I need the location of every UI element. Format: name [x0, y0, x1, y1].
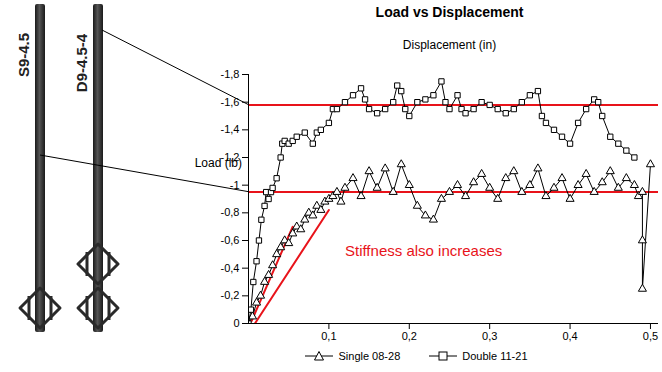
html-text:Single 08-28: Single 08-28: [338, 350, 401, 362]
svg-text:-0,6: -0,6: [221, 234, 240, 246]
svg-text:Stiffness also increases: Stiffness also increases: [345, 242, 502, 259]
svg-text:-1,6: -1,6: [221, 96, 240, 108]
svg-text:-1,4: -1,4: [221, 123, 240, 135]
svg-text:S9-4.5: S9-4.5: [15, 33, 32, 77]
html-text:Displacement (in): Displacement (in): [402, 38, 497, 52]
svg-text:0,5: 0,5: [643, 330, 658, 342]
svg-text:0,3: 0,3: [482, 330, 497, 342]
svg-text:0,1: 0,1: [321, 330, 336, 342]
svg-text:0,2: 0,2: [402, 330, 417, 342]
svg-text:-1: -1: [230, 179, 240, 191]
html-text:Load vs Displacement: Load vs Displacement: [375, 4, 524, 20]
svg-text:-1,8: -1,8: [221, 68, 240, 80]
html-text:Double 11-21: Double 11-21: [462, 350, 528, 362]
svg-text:D9-4.5-4: D9-4.5-4: [73, 33, 90, 92]
svg-text:-0,4: -0,4: [221, 262, 240, 274]
svg-text:-0,8: -0,8: [221, 206, 240, 218]
svg-text:0: 0: [233, 317, 239, 329]
html-text:Load (lb): Load (lb): [194, 156, 242, 170]
svg-text:-0,2: -0,2: [221, 289, 240, 301]
svg-text:0,4: 0,4: [562, 330, 577, 342]
